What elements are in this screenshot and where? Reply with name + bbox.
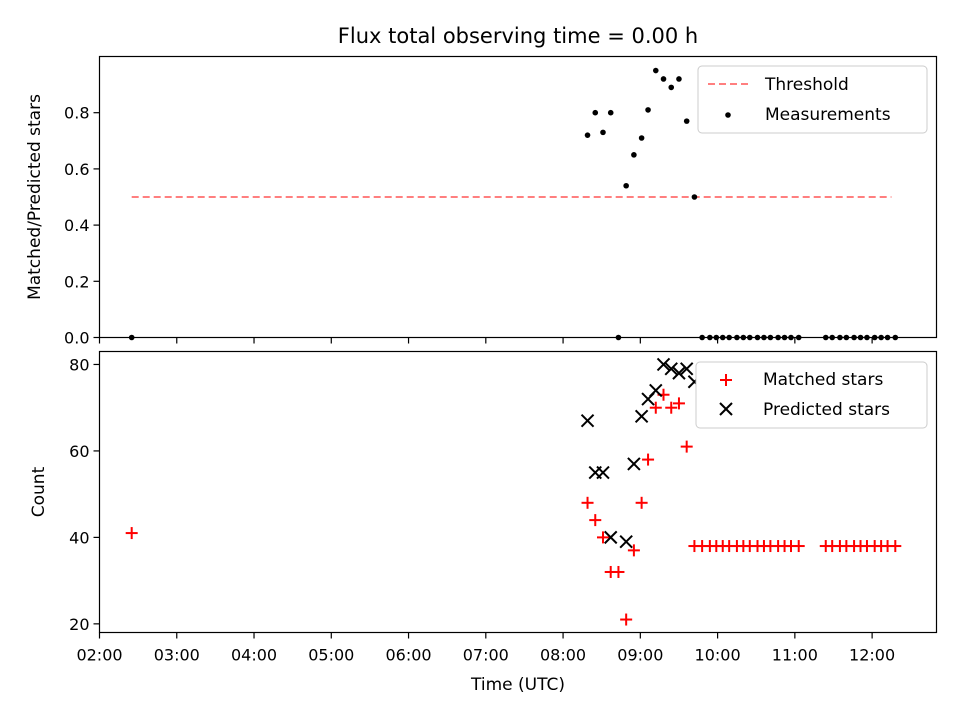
- measurement-point: [584, 132, 591, 138]
- legend-measurements-swatch: [725, 112, 731, 118]
- top-panel: 0.00.20.40.60.8 Matched/Predicted stars …: [25, 55, 938, 348]
- ytick-label: 60: [69, 442, 89, 461]
- predicted-star-point: [619, 535, 633, 549]
- legend-matched-label: Matched stars: [763, 370, 883, 390]
- xtick-label: 05:00: [308, 646, 354, 665]
- ytick-label: 0.6: [64, 160, 89, 179]
- bottom-ylabel: Count: [29, 466, 49, 517]
- measurement-point: [631, 152, 637, 158]
- legend-threshold-label: Threshold: [764, 75, 849, 95]
- predicted-star-point: [679, 362, 694, 376]
- measurement-point: [607, 109, 614, 116]
- top-ylabel: Matched/Predicted stars: [25, 94, 45, 300]
- measurement-point: [668, 84, 675, 91]
- xtick-label: 10:00: [695, 646, 741, 665]
- top-plot-frame: [98, 55, 938, 339]
- matched-star-point: [125, 527, 138, 540]
- measurement-point: [683, 118, 690, 124]
- predicted-star-point: [672, 366, 686, 380]
- matched-star-point: [680, 440, 693, 453]
- xtick-label: 07:00: [463, 646, 509, 665]
- predicted-star-point: [656, 357, 671, 372]
- matched-star-point: [672, 397, 685, 410]
- bottom-xlabel: Time (UTC): [470, 675, 565, 695]
- top-legend: Threshold Measurements: [697, 65, 928, 134]
- measurement-point: [638, 135, 645, 141]
- ytick-label: 0.0: [64, 329, 89, 348]
- ytick-label: 80: [69, 355, 89, 374]
- xtick-label: 06:00: [385, 646, 431, 665]
- legend-measurements-label: Measurements: [765, 105, 891, 125]
- legend-predicted-label: Predicted stars: [763, 400, 890, 420]
- measurement-point: [592, 109, 599, 116]
- matched-star-point: [596, 531, 609, 544]
- matched-star-point: [649, 401, 662, 414]
- xtick-label: 02:00: [76, 646, 122, 665]
- bottom-legend: Matched stars Predicted stars: [695, 361, 928, 429]
- matched-star-point: [589, 514, 602, 527]
- ytick-label: 0.8: [64, 104, 89, 123]
- predicted-star-point: [649, 383, 663, 398]
- ytick-label: 40: [69, 528, 89, 547]
- legend-matched-swatch: [720, 374, 732, 386]
- measurement-point: [652, 67, 659, 74]
- ytick-label: 20: [69, 615, 89, 634]
- predicted-star-point: [634, 409, 649, 424]
- matched-star-point: [612, 565, 625, 578]
- matched-star-point: [627, 544, 640, 557]
- xtick-label: 09:00: [617, 646, 663, 665]
- xtick-label: 03:00: [154, 646, 200, 665]
- matched-star-point: [642, 453, 655, 466]
- ytick-label: 0.4: [64, 216, 89, 235]
- ytick-label: 0.2: [64, 272, 89, 291]
- matched-star-point: [792, 540, 805, 553]
- predicted-star-point: [627, 457, 641, 471]
- predicted-star-point: [604, 530, 618, 545]
- predicted-star-point: [580, 413, 595, 428]
- measurement-point: [623, 182, 629, 189]
- xtick-label: 08:00: [540, 646, 586, 665]
- measurement-point: [660, 76, 667, 82]
- matched-star-point: [620, 613, 633, 626]
- matched-star-point: [635, 496, 648, 509]
- measurement-point: [676, 76, 682, 82]
- measurement-point: [691, 194, 698, 200]
- bottom-plot-frame: [98, 350, 938, 634]
- matched-star-point: [581, 496, 594, 509]
- predicted-star-point: [664, 362, 678, 376]
- xtick-label: 04:00: [231, 646, 277, 665]
- chart-title: Flux total observing time = 0.00 h: [338, 24, 698, 48]
- measurement-point: [645, 107, 651, 113]
- xtick-label: 11:00: [772, 646, 818, 665]
- xtick-label: 12:00: [849, 646, 895, 665]
- predicted-star-point: [596, 465, 610, 480]
- matched-star-point: [889, 540, 902, 553]
- bottom-panel: 20 40 60 80 02:00 03:00 04:00 05:00 06:00 07:00 08…: [29, 350, 938, 695]
- legend-predicted-swatch: [719, 402, 733, 416]
- measurement-point: [600, 129, 606, 136]
- matched-star-point: [665, 401, 678, 414]
